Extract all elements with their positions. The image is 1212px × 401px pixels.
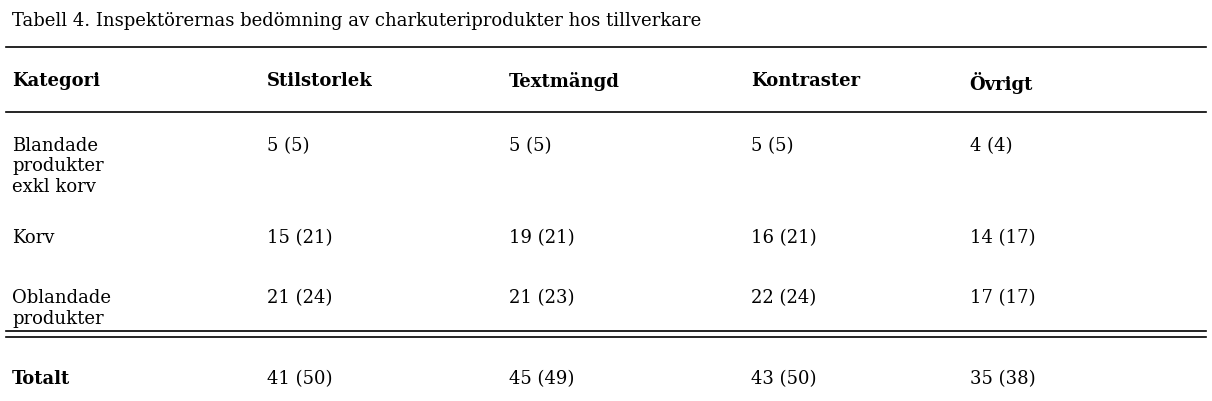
Text: Kategori: Kategori [12, 72, 101, 90]
Text: Övrigt: Övrigt [970, 72, 1033, 94]
Text: Textmängd: Textmängd [509, 72, 619, 91]
Text: 21 (24): 21 (24) [267, 289, 332, 307]
Text: 16 (21): 16 (21) [751, 229, 817, 247]
Text: 5 (5): 5 (5) [509, 136, 551, 154]
Text: 35 (38): 35 (38) [970, 369, 1035, 387]
Text: Stilstorlek: Stilstorlek [267, 72, 372, 90]
Text: 5 (5): 5 (5) [267, 136, 309, 154]
Text: Korv: Korv [12, 229, 55, 247]
Text: 15 (21): 15 (21) [267, 229, 332, 247]
Text: 43 (50): 43 (50) [751, 369, 817, 387]
Text: Blandade
produkter
exkl korv: Blandade produkter exkl korv [12, 136, 104, 196]
Text: Kontraster: Kontraster [751, 72, 861, 90]
Text: Oblandade
produkter: Oblandade produkter [12, 289, 112, 328]
Text: 19 (21): 19 (21) [509, 229, 574, 247]
Text: 22 (24): 22 (24) [751, 289, 817, 307]
Text: 5 (5): 5 (5) [751, 136, 794, 154]
Text: 45 (49): 45 (49) [509, 369, 574, 387]
Text: 41 (50): 41 (50) [267, 369, 332, 387]
Text: Tabell 4. Inspektörernas bedömning av charkuteriprodukter hos tillverkare: Tabell 4. Inspektörernas bedömning av ch… [12, 12, 702, 30]
Text: Totalt: Totalt [12, 369, 70, 387]
Text: 4 (4): 4 (4) [970, 136, 1012, 154]
Text: 17 (17): 17 (17) [970, 289, 1035, 307]
Text: 21 (23): 21 (23) [509, 289, 574, 307]
Text: 14 (17): 14 (17) [970, 229, 1035, 247]
